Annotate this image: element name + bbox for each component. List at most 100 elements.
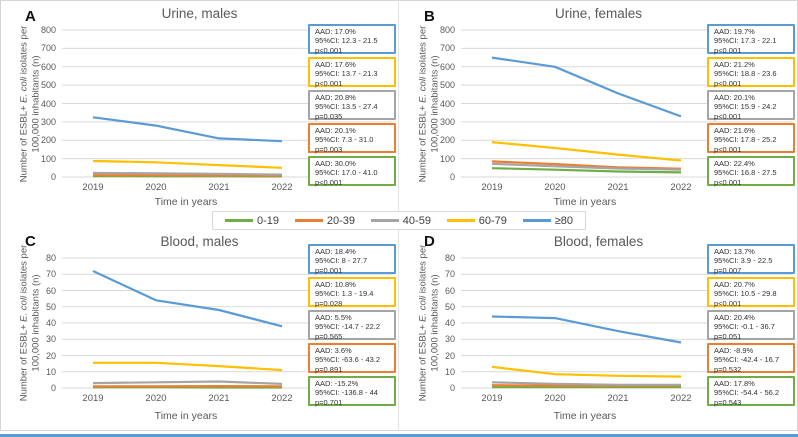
annotation-aad: AAD: 21.2%: [714, 60, 755, 69]
y-tick-label: 300: [40, 116, 56, 127]
y-tick-label: 10: [444, 366, 455, 377]
annotation-box-40-59: AAD: 20.4% 95%CI: -0.1 - 36.7 p=0.051: [707, 310, 795, 341]
legend-line-swatch: [370, 219, 399, 222]
legend-item-20-39: 20-39: [294, 214, 355, 227]
series-line-60-79: [92, 159, 283, 169]
y-tick-label: 600: [439, 61, 455, 72]
annotation-aad: AAD: 20.7%: [714, 280, 755, 289]
y-tick-label: 70: [444, 269, 455, 280]
annotation-box-0-19: AAD: 17.8% 95%CI: -54.4 - 56.2 p=0.543: [707, 376, 795, 407]
series-line-≥80: [92, 116, 283, 143]
bottom-border-line: [0, 434, 798, 437]
series-line-≥80: [491, 315, 682, 344]
annotation-ci: 95%CI: 16.8 - 27.5: [714, 168, 777, 178]
annotation-box-20-39: AAD: 3.6% 95%CI: -63.6 - 43.2 p=0.891: [308, 343, 396, 374]
annotation-p: p<0.001: [315, 177, 343, 187]
x-axis-label: Time in years: [553, 196, 617, 208]
y-tick-label: 80: [444, 253, 455, 263]
annotation-ci: 95%CI: -63.6 - 43.2: [315, 355, 381, 365]
annotation-box-20-39: AAD: -8.9% 95%CI: -42.4 - 16.7 p=0.532: [707, 343, 795, 374]
series-line-40-59: [92, 380, 283, 385]
annotation-box-20-39: AAD: 21.6% 95%CI: 17.8 - 25.2 p<0.001: [707, 123, 795, 154]
annotation-p: p<0.001: [714, 45, 742, 55]
series-line-60-79: [93, 361, 283, 372]
annotation-box-60-79: AAD: 10.8% 95%CI: 1.3 - 19.4 p=0.028: [308, 277, 396, 308]
y-tick-label: 500: [40, 80, 56, 91]
annotation-aad: AAD: 10.8%: [315, 280, 356, 289]
annotation-aad: AAD: 3.6%: [315, 346, 352, 355]
annotation-box-20-39: AAD: 20.1% 95%CI: 7.3 - 31.0 p=0.003: [308, 123, 396, 154]
annotation-p: p=0.007: [714, 265, 742, 275]
annotation-box-≥80: AAD: 13.7% 95%CI: 3.9 - 22.5 p=0.007: [707, 244, 795, 275]
legend-label: 20-39: [326, 214, 355, 227]
legend-line-swatch: [225, 219, 253, 222]
x-tick-label: 2022: [271, 393, 293, 404]
annotation-p: p=0.028: [315, 298, 343, 308]
panel-A: A Urine, males Number of ESBL+ E. coli iso…: [0, 0, 399, 210]
x-tick-label: 2021: [607, 182, 629, 193]
annotation-ci: 95%CI: 8 - 27.7: [315, 256, 368, 266]
annotation-p: p<0.001: [714, 177, 742, 187]
x-tick-label: 2020: [145, 182, 167, 193]
series-line-20-39: [92, 174, 283, 177]
annotation-ci: 95%CI: -0.1 - 36.7: [714, 322, 775, 332]
annotation-aad: AAD: 20.8%: [315, 93, 356, 102]
annotation-aad: AAD: -8.9%: [714, 346, 754, 355]
y-tick-label: 0: [449, 172, 455, 182]
y-tick-label: 0: [50, 383, 56, 393]
annotation-p: p<0.001: [315, 45, 343, 55]
annotation-aad: AAD: 21.6%: [714, 126, 755, 135]
panel-title: Urine, females: [554, 6, 643, 21]
annotation-ci: 95%CI: 17.0 - 41.0: [315, 168, 378, 178]
annotation-box-0-19: AAD: -15.2% 95%CI: -136.8 - 44 p=0.701: [308, 376, 396, 407]
y-tick-label: 60: [444, 285, 455, 296]
y-tick-label: 800: [439, 25, 455, 35]
panel-title: Blood, males: [160, 234, 239, 249]
legend-label: 0-19: [257, 214, 280, 227]
x-axis-label: Time in years: [553, 410, 617, 422]
annotation-aad: AAD: 13.7%: [714, 247, 755, 256]
annotation-aad: AAD: 20.4%: [714, 313, 755, 322]
panel-letter: C: [25, 233, 36, 250]
annotation-aad: AAD: 30.0%: [315, 159, 356, 168]
series-line-40-59: [92, 171, 283, 176]
annotation-p: p<0.001: [714, 298, 742, 308]
y-tick-label: 60: [45, 285, 56, 296]
legend-label: 40-59: [402, 214, 431, 227]
panel-letter: A: [25, 8, 36, 25]
series-line-40-59: [491, 381, 681, 386]
x-tick-label: 2022: [271, 182, 293, 193]
y-tick-label: 200: [40, 135, 56, 146]
y-tick-label: 400: [40, 98, 56, 109]
y-tick-label: 500: [439, 80, 455, 91]
annotation-p: p=0.035: [315, 111, 343, 121]
y-tick-label: 0: [449, 383, 455, 393]
x-tick-label: 2019: [82, 182, 104, 193]
annotation-ci: 95%CI: -54.4 - 56.2: [714, 388, 780, 398]
annotation-box-40-59: AAD: 5.5% 95%CI: -14.7 - 22.2 p=0.565: [308, 310, 396, 341]
x-tick-label: 2019: [82, 393, 104, 404]
y-tick-label: 700: [40, 43, 56, 54]
annotation-ci: 95%CI: 3.9 - 22.5: [714, 256, 773, 266]
y-tick-label: 20: [45, 350, 56, 361]
annotation-ci: 95%CI: 1.3 - 19.4: [315, 289, 374, 299]
y-tick-label: 600: [40, 61, 56, 72]
annotation-box-≥80: AAD: 17.0% 95%CI: 12.3 - 21.5 p<0.001: [308, 24, 396, 55]
panel-letter: B: [424, 8, 435, 25]
annotation-box-0-19: AAD: 30.0% 95%CI: 17.0 - 41.0 p<0.001: [308, 156, 396, 187]
panel-D: D Blood, females Number of ESBL+ E. coli i…: [399, 230, 798, 437]
annotation-ci: 95%CI: -42.4 - 16.7: [714, 355, 780, 365]
y-tick-label: 300: [439, 116, 455, 127]
y-tick-label: 10: [45, 366, 56, 377]
legend-label: ≥80: [554, 214, 573, 227]
y-tick-label: 50: [444, 301, 455, 312]
y-tick-label: 70: [45, 269, 56, 280]
y-tick-label: 50: [45, 301, 56, 312]
y-tick-label: 20: [444, 350, 455, 361]
annotation-p: p=0.003: [315, 144, 343, 154]
y-tick-label: 200: [439, 135, 455, 146]
series-line-≥80: [92, 270, 283, 328]
annotation-p: p=0.001: [315, 265, 343, 275]
annotation-box-60-79: AAD: 20.7% 95%CI: 10.5 - 29.8 p<0.001: [707, 277, 795, 308]
